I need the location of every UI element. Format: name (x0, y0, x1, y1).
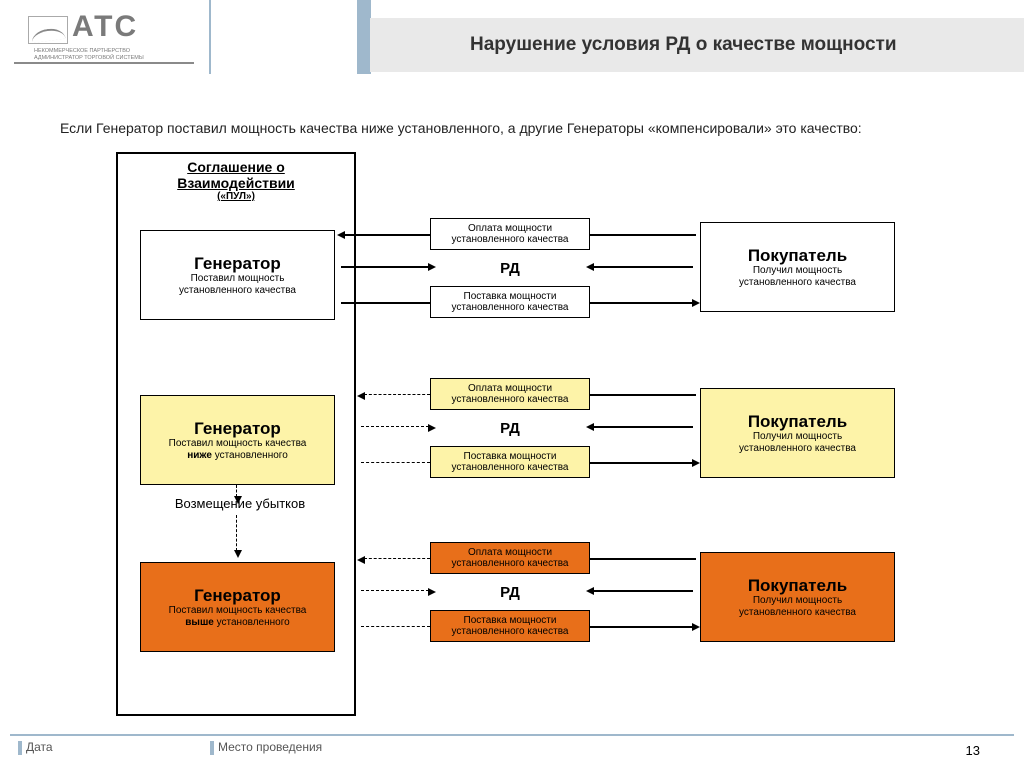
rd-2: РД (490, 420, 530, 437)
arrow-pay2-mid (590, 394, 696, 396)
logo-sub: НЕКОММЕРЧЕСКОЕ ПАРТНЕРСТВО АДМИНИСТРАТОР… (34, 48, 144, 61)
arrow-del2-left (361, 462, 430, 463)
mini-pay-2: Оплата мощности установленного качества (430, 378, 590, 410)
footer-line (10, 734, 1014, 736)
arrow-del1-right (590, 302, 693, 304)
buy2-a: Получил мощность (753, 431, 842, 443)
logo: АТС НЕКОММЕРЧЕСКОЕ ПАРТНЕРСТВО АДМИНИСТР… (14, 8, 194, 64)
page-number: 13 (966, 743, 980, 758)
gen1-b: установленного качества (179, 285, 296, 297)
arrow-comp (236, 515, 238, 551)
mini-del2-a: Поставка мощности (464, 451, 557, 463)
mini-del-1: Поставка мощности установленного качеств… (430, 286, 590, 318)
logo-brand: АТС (72, 10, 138, 44)
mini-del-2: Поставка мощности установленного качеств… (430, 446, 590, 478)
gen2-a: Поставил мощность качества (169, 438, 307, 450)
rd-1: РД (490, 260, 530, 277)
arrow-rd3-l (361, 590, 429, 591)
foot-tick-1 (18, 741, 22, 755)
buyer-3: Покупатель Получил мощность установленно… (700, 552, 895, 642)
page-title: Нарушение условия РД о качестве мощности (470, 34, 897, 56)
generator-3: Генератор Поставил мощность качества выш… (140, 562, 335, 652)
arrow-rd1-l (341, 266, 429, 268)
gen3-b: выше (185, 617, 214, 628)
arrow-rd2-l (361, 426, 429, 427)
footer-date: Дата (26, 740, 53, 754)
arrow-pay1-left (344, 234, 430, 236)
header-rule-2 (357, 0, 371, 74)
intro-text: Если Генератор поставил мощность качеств… (60, 120, 862, 136)
buyer-2: Покупатель Получил мощность установленно… (700, 388, 895, 478)
buy3-a: Получил мощность (753, 595, 842, 607)
mini-pay2-b: установленного качества (452, 394, 569, 406)
gen2-title: Генератор (194, 419, 281, 439)
mini-del3-b: установленного качества (452, 626, 569, 638)
mini-pay-1: Оплата мощности установленного качества (430, 218, 590, 250)
header-rule-1 (209, 0, 211, 74)
buy2-b: установленного качества (739, 443, 856, 455)
logo-icon (28, 16, 68, 44)
footer: Дата Место проведения (0, 740, 1024, 760)
mini-pay3-b: установленного качества (452, 558, 569, 570)
foot-tick-2 (210, 741, 214, 755)
pool-title-1: Соглашение о (118, 154, 354, 175)
arrow-del1-left (341, 302, 430, 304)
gen2-bwrap: ниже установленного (187, 450, 288, 462)
arrow-pay1-mid (590, 234, 696, 236)
generator-1: Генератор Поставил мощность установленно… (140, 230, 335, 320)
buy3-b: установленного качества (739, 607, 856, 619)
gen2-c: установленного (212, 450, 288, 461)
buy1-a: Получил мощность (753, 265, 842, 277)
gen3-a: Поставил мощность качества (169, 605, 307, 617)
buy2-title: Покупатель (748, 412, 847, 432)
mini-pay-3: Оплата мощности установленного качества (430, 542, 590, 574)
arrow-del2-right (590, 462, 693, 464)
gen3-title: Генератор (194, 586, 281, 606)
buy3-title: Покупатель (748, 576, 847, 596)
mini-del2-b: установленного качества (452, 462, 569, 474)
buyer-1: Покупатель Получил мощность установленно… (700, 222, 895, 312)
mini-del-3: Поставка мощности установленного качеств… (430, 610, 590, 642)
header: АТС НЕКОММЕРЧЕСКОЕ ПАРТНЕРСТВО АДМИНИСТР… (0, 0, 1024, 74)
gen2-b: ниже (187, 450, 212, 461)
generator-2: Генератор Поставил мощность качества ниж… (140, 395, 335, 485)
arrow-rd2-r (593, 426, 693, 428)
mini-del1-b: установленного качества (452, 302, 569, 314)
mini-pay1-b: установленного качества (452, 234, 569, 246)
footer-place: Место проведения (218, 740, 322, 754)
mini-pay2-a: Оплата мощности (468, 383, 552, 395)
arrow-rd3-r (593, 590, 693, 592)
arrow-comp-top (236, 485, 238, 497)
pool-title-3: («ПУЛ») (118, 191, 354, 206)
gen1-title: Генератор (194, 254, 281, 274)
title-band: Нарушение условия РД о качестве мощности (370, 18, 1024, 72)
arrow-del3-left (361, 626, 430, 627)
buy1-title: Покупатель (748, 246, 847, 266)
gen3-bwrap: выше установленного (185, 617, 289, 629)
gen1-a: Поставил мощность (191, 273, 285, 285)
buy1-b: установленного качества (739, 277, 856, 289)
mini-pay3-a: Оплата мощности (468, 547, 552, 559)
pool-title-2: Взаимодействии (118, 175, 354, 191)
arrow-pay3-left (364, 558, 430, 559)
mini-pay1-a: Оплата мощности (468, 223, 552, 235)
mini-del3-a: Поставка мощности (464, 615, 557, 627)
gen3-c: установленного (214, 617, 290, 628)
arrow-pay3-mid (590, 558, 696, 560)
arrow-rd1-r (593, 266, 693, 268)
arrow-pay2-left (364, 394, 430, 395)
rd-3: РД (490, 584, 530, 601)
mini-del1-a: Поставка мощности (464, 291, 557, 303)
arrow-del3-right (590, 626, 693, 628)
